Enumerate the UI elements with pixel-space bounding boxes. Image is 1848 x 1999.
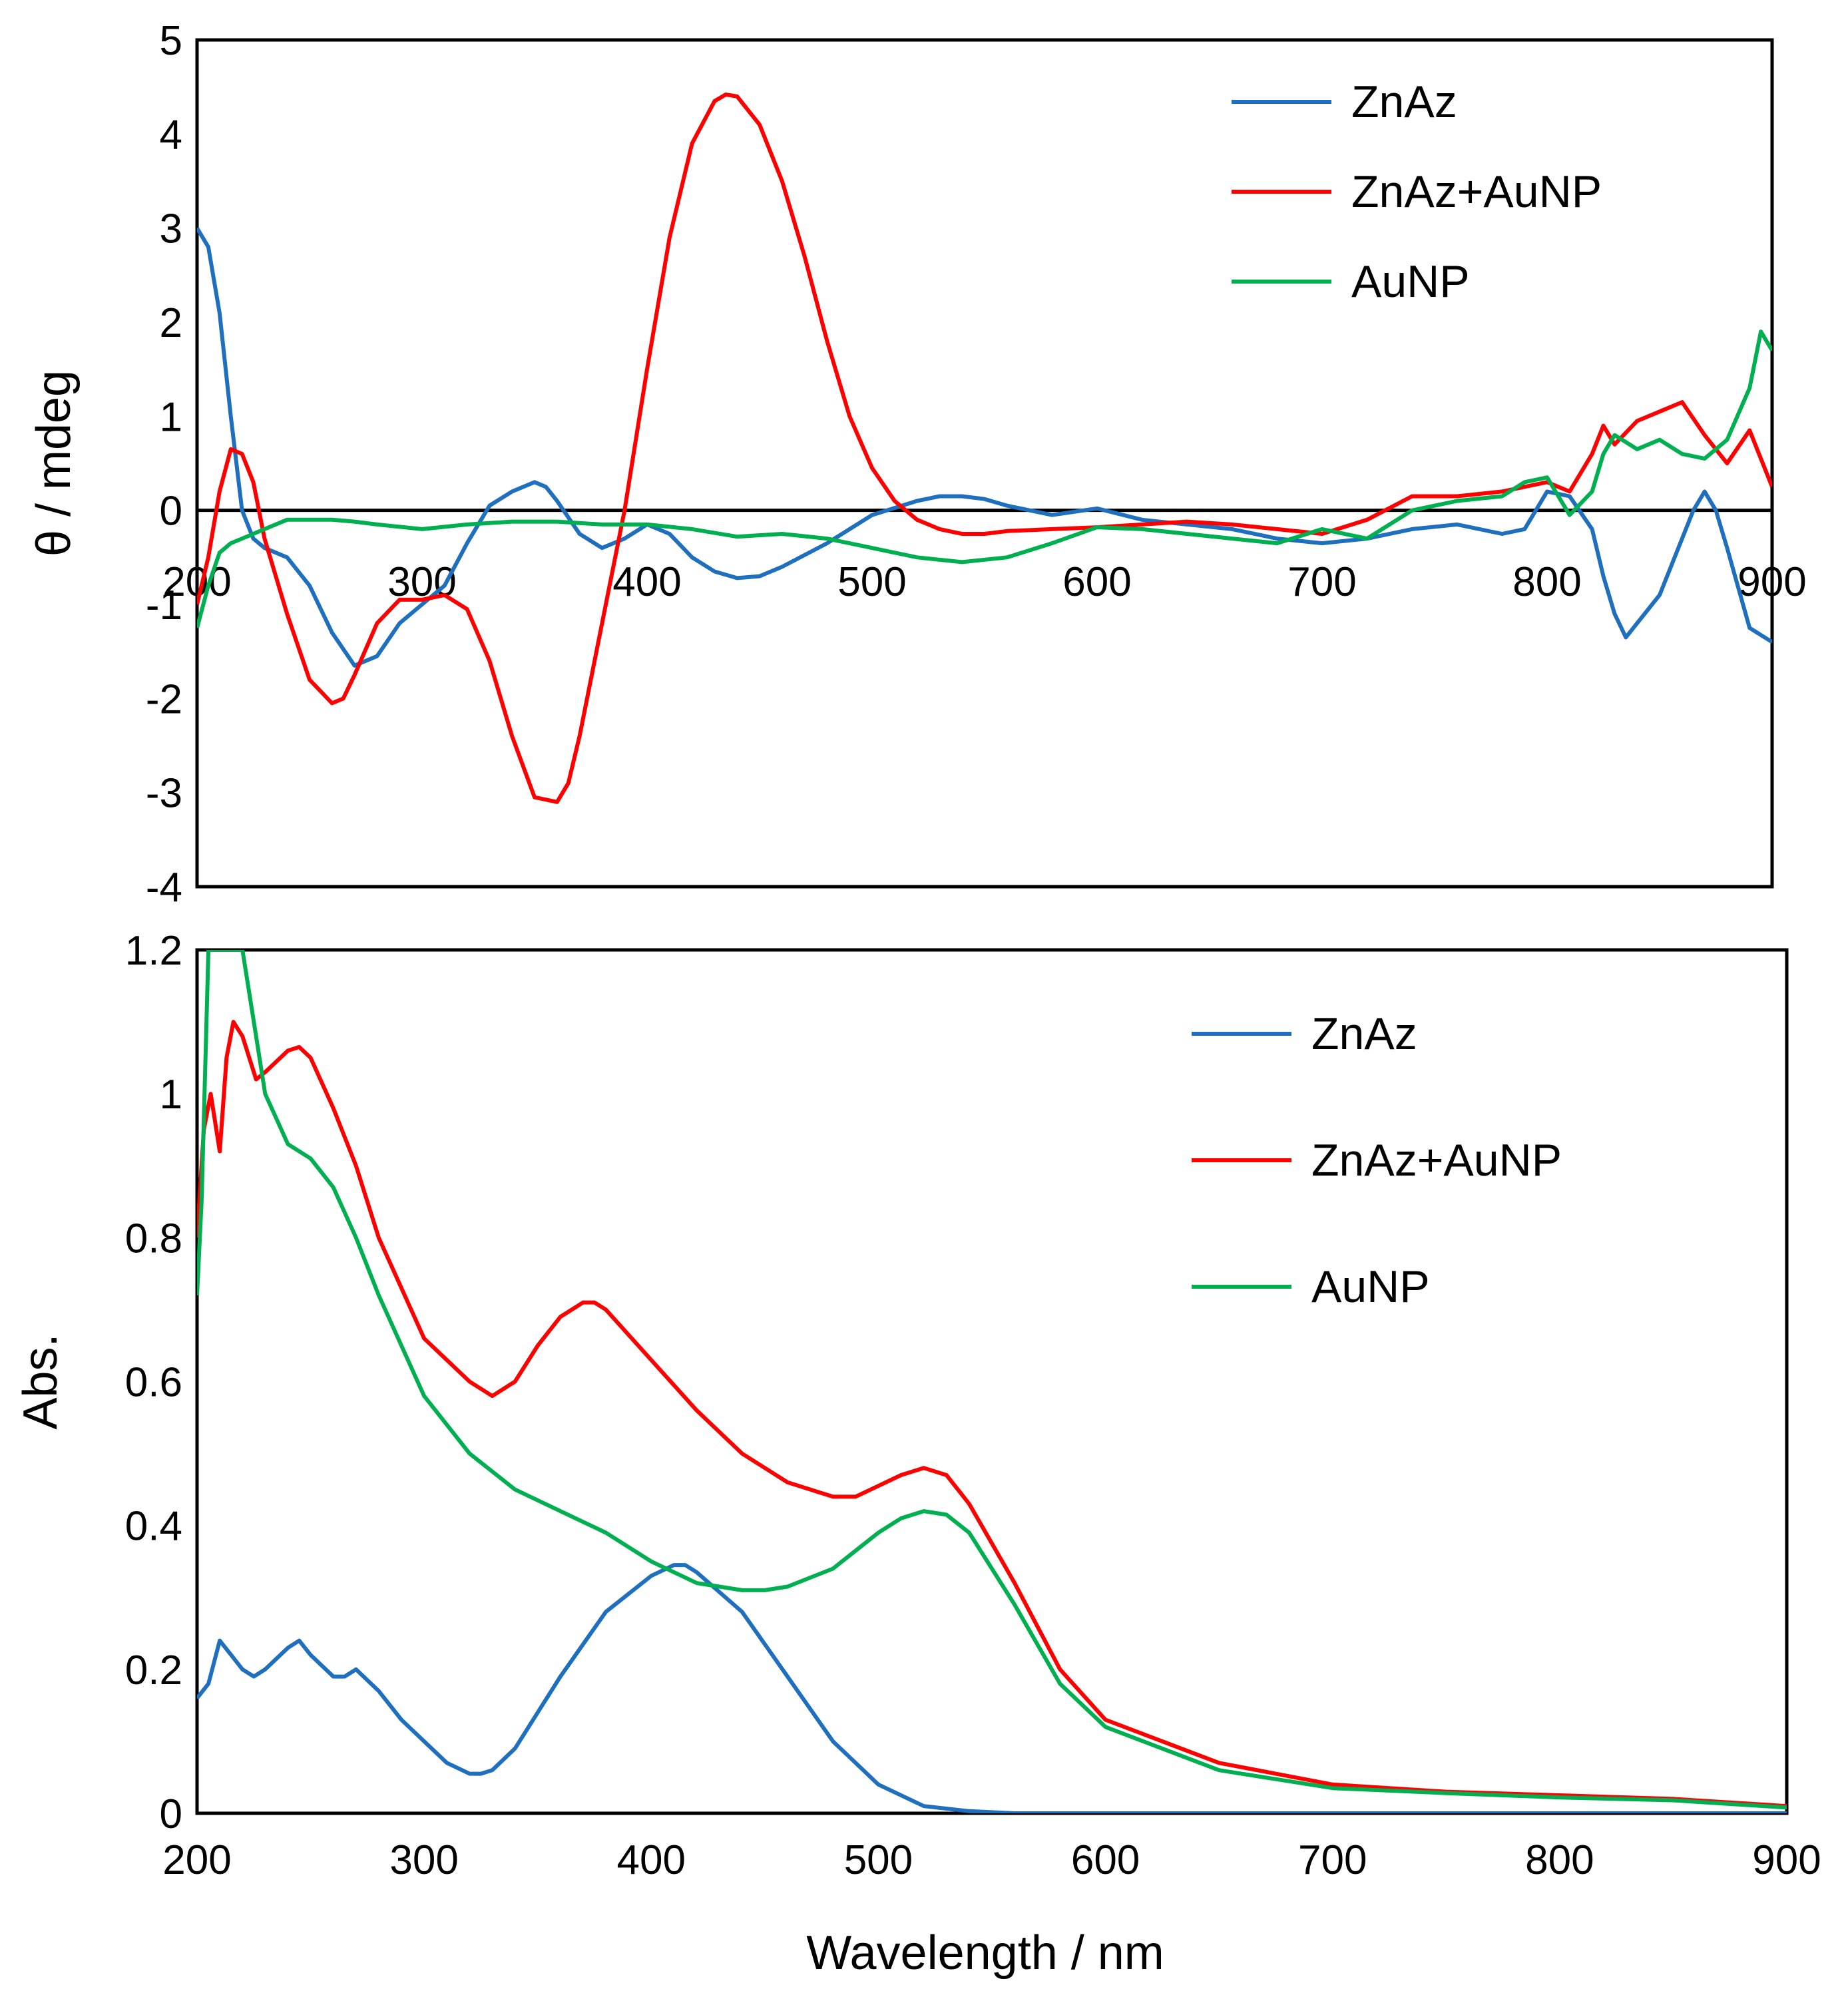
y-tick-label: 0.2 (125, 1648, 182, 1693)
y-tick-label: 3 (160, 206, 182, 252)
y-tick-label: -1 (146, 582, 182, 628)
x-tick-label: 900 (1752, 1837, 1821, 1883)
y-axis-title: θ / mdeg (27, 370, 81, 556)
series-line-znaz-aunp (197, 1020, 1787, 1809)
legend-entry: AuNP (1351, 256, 1470, 307)
x-tick-label: 400 (612, 559, 681, 605)
y-tick-label: 1 (160, 1072, 182, 1118)
y-tick-label: 1 (160, 394, 182, 440)
x-tick-label: 500 (837, 559, 906, 605)
y-tick-label: -2 (146, 676, 182, 722)
y-tick-label: 0.6 (125, 1360, 182, 1406)
x-tick-label: 700 (1287, 559, 1356, 605)
x-tick-label: 300 (389, 1837, 458, 1883)
x-tick-label: 400 (617, 1837, 686, 1883)
x-tick-label: 600 (1062, 559, 1131, 605)
y-tick-label: 0 (160, 1791, 182, 1837)
y-tick-label: 0.8 (125, 1216, 182, 1261)
y-tick-label: 0 (160, 489, 182, 535)
absorption-spectrum-panel: 0 0.2 0.4 0.6 0.8 1 1.2 200 300 400 500 600 700 800 90… (14, 928, 1821, 1980)
y-tick-label: 2 (160, 300, 182, 346)
x-tick-label: 600 (1071, 1837, 1140, 1883)
series-line-aunp (197, 330, 1772, 629)
series-line-znaz (197, 227, 1772, 668)
x-axis-title: Wavelength / nm (806, 1926, 1164, 1980)
x-tick-label: 800 (1525, 1837, 1594, 1883)
plot-frame (195, 38, 1774, 889)
x-tick-label: 500 (844, 1837, 913, 1883)
series-line-znaz (197, 1563, 1787, 1813)
y-tick-label: 4 (160, 112, 182, 158)
x-tick-label: 900 (1737, 559, 1806, 605)
plot-frame (195, 948, 1789, 1815)
x-tick-label: 200 (162, 1837, 231, 1883)
legend-entry: ZnAz (1351, 77, 1457, 127)
x-tick-label: 800 (1512, 559, 1581, 605)
legend-entry: ZnAz+AuNP (1351, 166, 1602, 217)
legend-entry: ZnAz+AuNP (1311, 1135, 1562, 1186)
y-tick-label: -3 (146, 771, 182, 817)
y-tick-label: 5 (160, 18, 182, 64)
y-tick-label: 0.4 (125, 1504, 182, 1550)
legend-entry: ZnAz (1311, 1008, 1417, 1059)
legend-entry: AuNP (1311, 1261, 1430, 1312)
y-tick-label: 1.2 (125, 928, 182, 974)
y-axis-title: Abs. (14, 1333, 67, 1429)
series-line-aunp (197, 950, 1787, 1810)
y-tick-label: -4 (146, 865, 182, 911)
x-tick-label: 700 (1298, 1837, 1367, 1883)
